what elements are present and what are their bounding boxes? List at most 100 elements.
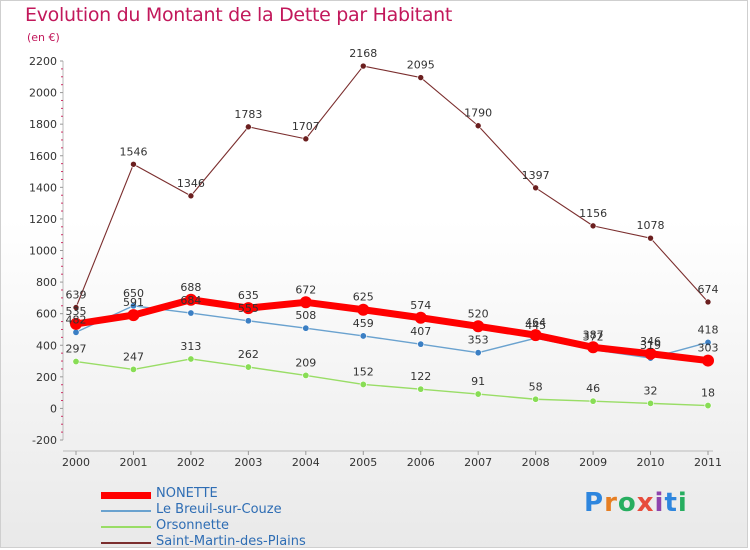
data-point-saint-martin-des-plains [704, 298, 712, 306]
data-label-nonette: 672 [295, 283, 316, 296]
data-label-saint-martin-des-plains: 1783 [234, 108, 262, 121]
data-point-orsonnette [589, 397, 597, 405]
data-label-orsonnette: 46 [586, 382, 600, 395]
logo-letter: i [677, 488, 688, 518]
x-tick-label: 2011 [694, 456, 722, 469]
y-tick-label: 1400 [29, 181, 57, 194]
y-tick-label: 1000 [29, 245, 57, 258]
data-label-saint-martin-des-plains: 1397 [522, 169, 550, 182]
data-point-le-breuil-sur-couze [704, 338, 712, 346]
legend-label: Orsonnette [156, 518, 229, 533]
data-point-saint-martin-des-plains [359, 62, 367, 70]
x-tick-label: 2009 [579, 456, 607, 469]
legend-label: Saint-Martin-des-Plains [156, 534, 306, 548]
x-tick-label: 2010 [637, 456, 665, 469]
logo-letter: o [617, 488, 637, 518]
data-point-le-breuil-sur-couze [474, 349, 482, 357]
data-point-orsonnette [129, 365, 137, 373]
data-label-le-breuil-sur-couze: 684 [180, 294, 201, 307]
data-label-nonette: 535 [66, 305, 87, 318]
data-point-nonette [357, 303, 370, 316]
data-label-saint-martin-des-plains: 1790 [464, 107, 492, 120]
data-point-orsonnette [359, 380, 367, 388]
data-label-orsonnette: 247 [123, 350, 144, 363]
data-point-orsonnette [187, 355, 195, 363]
legend-swatch [101, 510, 151, 512]
y-tick-label: 2200 [29, 55, 57, 68]
data-point-orsonnette [704, 402, 712, 410]
data-point-nonette [299, 296, 312, 309]
x-tick-label: 2001 [119, 456, 147, 469]
legend-swatch [101, 542, 151, 544]
data-label-nonette: 625 [353, 291, 374, 304]
data-label-saint-martin-des-plains: 1546 [119, 145, 147, 158]
data-label-nonette: 574 [410, 299, 431, 312]
data-point-saint-martin-des-plains [417, 74, 425, 81]
data-point-le-breuil-sur-couze [187, 309, 195, 317]
x-tick-label: 2003 [234, 456, 262, 469]
y-tick-label: 0 [50, 402, 57, 415]
data-point-saint-martin-des-plains [474, 122, 482, 130]
x-tick-label: 2000 [62, 456, 90, 469]
data-point-saint-martin-des-plains [589, 222, 597, 230]
data-label-nonette: 591 [123, 296, 144, 309]
data-point-le-breuil-sur-couze [302, 324, 310, 332]
data-label-le-breuil-sur-couze: 555 [238, 302, 259, 315]
data-label-saint-martin-des-plains: 1707 [292, 120, 320, 133]
y-tick-label: 1800 [29, 118, 57, 131]
y-tick-label: 2000 [29, 87, 57, 100]
data-point-nonette [242, 302, 255, 315]
data-point-saint-martin-des-plains [187, 192, 195, 200]
legend-swatch [101, 526, 151, 528]
data-point-orsonnette [302, 371, 310, 379]
y-tick-label: -200 [32, 434, 57, 447]
x-tick-label: 2008 [522, 456, 550, 469]
logo-letter: P [584, 488, 605, 518]
data-label-orsonnette: 32 [644, 384, 658, 397]
data-point-saint-martin-des-plains [245, 123, 252, 131]
data-label-saint-martin-des-plains: 1346 [177, 177, 205, 190]
data-point-nonette [472, 320, 485, 333]
data-point-le-breuil-sur-couze [244, 317, 252, 325]
logo-letter: x [636, 488, 655, 518]
data-point-nonette [127, 309, 140, 322]
logo-letter: i [654, 488, 665, 518]
data-point-saint-martin-des-plains [72, 304, 80, 311]
data-label-orsonnette: 58 [529, 380, 543, 393]
data-point-nonette [70, 317, 82, 330]
data-label-orsonnette: 262 [238, 348, 259, 361]
data-point-saint-martin-des-plains [302, 135, 310, 143]
data-point-orsonnette [532, 395, 540, 403]
legend-swatch [101, 491, 151, 499]
chart-title: Evolution du Montant de la Dette par Hab… [25, 4, 453, 26]
data-label-saint-martin-des-plains: 2168 [349, 47, 377, 60]
data-point-orsonnette [474, 390, 482, 398]
data-label-le-breuil-sur-couze: 418 [698, 323, 719, 336]
x-tick-label: 2002 [177, 456, 205, 469]
y-tick-label: 1200 [29, 213, 57, 226]
x-tick-label: 2006 [407, 456, 435, 469]
data-point-orsonnette [72, 358, 80, 366]
series-line-nonette [72, 296, 712, 365]
data-label-saint-martin-des-plains: 1078 [637, 219, 665, 232]
data-point-orsonnette [244, 363, 252, 371]
data-point-saint-martin-des-plains [647, 234, 654, 242]
data-label-saint-martin-des-plains: 2095 [407, 59, 435, 72]
y-tick-label: 600 [36, 308, 57, 321]
data-point-saint-martin-des-plains [130, 160, 137, 168]
legend-label: Le Breuil-sur-Couze [156, 502, 282, 517]
x-tick-label: 2005 [349, 456, 377, 469]
data-label-le-breuil-sur-couze: 482 [66, 313, 87, 326]
data-label-orsonnette: 18 [701, 387, 715, 400]
data-label-orsonnette: 91 [471, 375, 485, 388]
data-label-orsonnette: 152 [353, 365, 374, 378]
data-label-nonette: 303 [698, 342, 719, 355]
x-tick-label: 2007 [464, 456, 492, 469]
data-point-nonette [644, 347, 657, 360]
data-point-le-breuil-sur-couze [72, 328, 80, 336]
data-point-le-breuil-sur-couze [417, 340, 425, 348]
data-label-orsonnette: 297 [66, 343, 87, 356]
proxiti-logo: Proxiti [584, 488, 688, 518]
